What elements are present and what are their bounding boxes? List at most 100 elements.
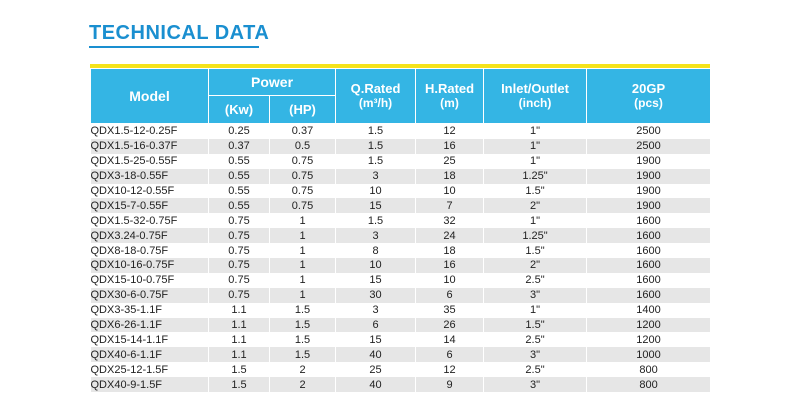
cell-20gp: 2500 [586, 123, 712, 139]
cell-hp: 1 [269, 213, 337, 229]
cell-20gp: 1600 [586, 272, 712, 288]
cell-model: QDX30-6-0.75F [90, 287, 209, 303]
cell-20gp: 1900 [586, 153, 712, 169]
cell-model: QDX15-14-1.1F [90, 332, 209, 348]
cell-model: QDX1.5-12-0.25F [90, 123, 209, 139]
cell-model: QDX10-16-0.75F [90, 258, 209, 273]
cell-20gp: 1900 [586, 168, 712, 184]
cell-q-rated: 3 [335, 168, 417, 184]
cell-kw: 0.55 [208, 183, 270, 199]
cell-kw: 0.55 [208, 168, 270, 184]
header-h-rated-unit: (m) [440, 96, 459, 110]
cell-hp: 1 [269, 272, 337, 288]
cell-hp: 0.75 [269, 153, 337, 169]
cell-h-rated: 16 [415, 138, 485, 154]
page-title: TECHNICAL DATA [89, 22, 270, 44]
cell-20gp: 800 [586, 377, 712, 393]
cell-h-rated: 10 [415, 272, 485, 288]
cell-model: QDX3-35-1.1F [90, 302, 209, 318]
table-row: QDX40-6-1.1F 1.1 1.5 40 6 3" 1000 [90, 347, 712, 363]
cell-hp: 1 [269, 287, 337, 303]
header-q-rated-unit: (m³/h) [358, 96, 393, 110]
cell-hp: 0.37 [269, 123, 337, 139]
cell-hp: 1.5 [269, 332, 337, 348]
cell-20gp: 1600 [586, 258, 712, 273]
table-row: QDX3-35-1.1F 1.1 1.5 3 35 1" 1400 [90, 302, 712, 318]
cell-inlet-outlet: 1.5" [483, 243, 588, 259]
header-q-rated-label: Q.Rated [350, 81, 401, 96]
cell-model: QDX15-7-0.55F [90, 198, 209, 214]
cell-hp: 0.75 [269, 198, 337, 214]
cell-20gp: 1400 [586, 302, 712, 318]
cell-q-rated: 8 [335, 243, 417, 259]
cell-model: QDX3.24-0.75F [90, 228, 209, 244]
table-row: QDX1.5-25-0.55F 0.55 0.75 1.5 25 1" 1900 [90, 153, 712, 169]
cell-kw: 0.75 [208, 243, 270, 259]
cell-inlet-outlet: 3" [483, 377, 588, 393]
cell-model: QDX1.5-32-0.75F [90, 213, 209, 229]
cell-hp: 0.5 [269, 138, 337, 154]
cell-hp: 1 [269, 258, 337, 273]
cell-kw: 0.75 [208, 258, 270, 273]
cell-q-rated: 1.5 [335, 153, 417, 169]
cell-h-rated: 25 [415, 153, 485, 169]
cell-inlet-outlet: 1.25" [483, 228, 588, 244]
header-model: Model [90, 68, 209, 124]
cell-20gp: 1200 [586, 317, 712, 333]
cell-model: QDX6-26-1.1F [90, 317, 209, 333]
cell-kw: 0.55 [208, 153, 270, 169]
cell-kw: 1.5 [208, 377, 270, 393]
cell-inlet-outlet: 1" [483, 123, 588, 139]
cell-inlet-outlet: 1" [483, 153, 588, 169]
table-row: QDX10-12-0.55F 0.55 0.75 10 10 1.5" 1900 [90, 183, 712, 199]
table-row: QDX1.5-16-0.37F 0.37 0.5 1.5 16 1" 2500 [90, 138, 712, 154]
cell-q-rated: 1.5 [335, 123, 417, 139]
technical-data-table: Model Power Q.Rated (m³/h) H.Rated (m) I… [90, 68, 712, 393]
cell-20gp: 1200 [586, 332, 712, 348]
cell-kw: 0.25 [208, 123, 270, 139]
cell-inlet-outlet: 2.5" [483, 332, 588, 348]
cell-q-rated: 15 [335, 332, 417, 348]
cell-q-rated: 1.5 [335, 138, 417, 154]
table-row: QDX1.5-32-0.75F 0.75 1 1.5 32 1" 1600 [90, 213, 712, 229]
cell-kw: 0.75 [208, 272, 270, 288]
cell-hp: 2 [269, 362, 337, 378]
cell-20gp: 1600 [586, 243, 712, 259]
header-hp: (HP) [268, 95, 337, 124]
cell-h-rated: 26 [415, 317, 485, 333]
cell-h-rated: 6 [415, 287, 485, 303]
header-20gp: 20GP (pcs) [586, 68, 712, 124]
accent-bar [90, 64, 710, 68]
cell-inlet-outlet: 1.5" [483, 183, 588, 199]
cell-h-rated: 12 [415, 123, 485, 139]
cell-h-rated: 16 [415, 258, 485, 273]
cell-kw: 0.75 [208, 228, 270, 244]
cell-hp: 1.5 [269, 317, 337, 333]
cell-kw: 0.37 [208, 138, 270, 154]
cell-q-rated: 30 [335, 287, 417, 303]
cell-20gp: 1900 [586, 198, 712, 214]
table-row: QDX15-14-1.1F 1.1 1.5 15 14 2.5" 1200 [90, 332, 712, 348]
cell-hp: 1 [269, 243, 337, 259]
header-h-rated: H.Rated (m) [415, 68, 485, 124]
cell-model: QDX8-18-0.75F [90, 243, 209, 259]
cell-inlet-outlet: 1" [483, 138, 588, 154]
cell-hp: 1.5 [269, 302, 337, 318]
cell-h-rated: 10 [415, 183, 485, 199]
cell-inlet-outlet: 1" [483, 302, 588, 318]
cell-model: QDX1.5-16-0.37F [90, 138, 209, 154]
cell-q-rated: 25 [335, 362, 417, 378]
cell-h-rated: 35 [415, 302, 485, 318]
cell-model: QDX40-9-1.5F [90, 377, 209, 393]
cell-model: QDX15-10-0.75F [90, 272, 209, 288]
cell-20gp: 1000 [586, 347, 712, 363]
title-underline [89, 46, 259, 48]
header-inlet-outlet-unit: (inch) [518, 96, 552, 110]
cell-kw: 1.1 [208, 332, 270, 348]
header-20gp-label: 20GP [631, 81, 666, 96]
cell-inlet-outlet: 2.5" [483, 272, 588, 288]
header-q-rated: Q.Rated (m³/h) [335, 68, 417, 124]
cell-kw: 0.75 [208, 213, 270, 229]
cell-model: QDX40-6-1.1F [90, 347, 209, 363]
cell-h-rated: 7 [415, 198, 485, 214]
